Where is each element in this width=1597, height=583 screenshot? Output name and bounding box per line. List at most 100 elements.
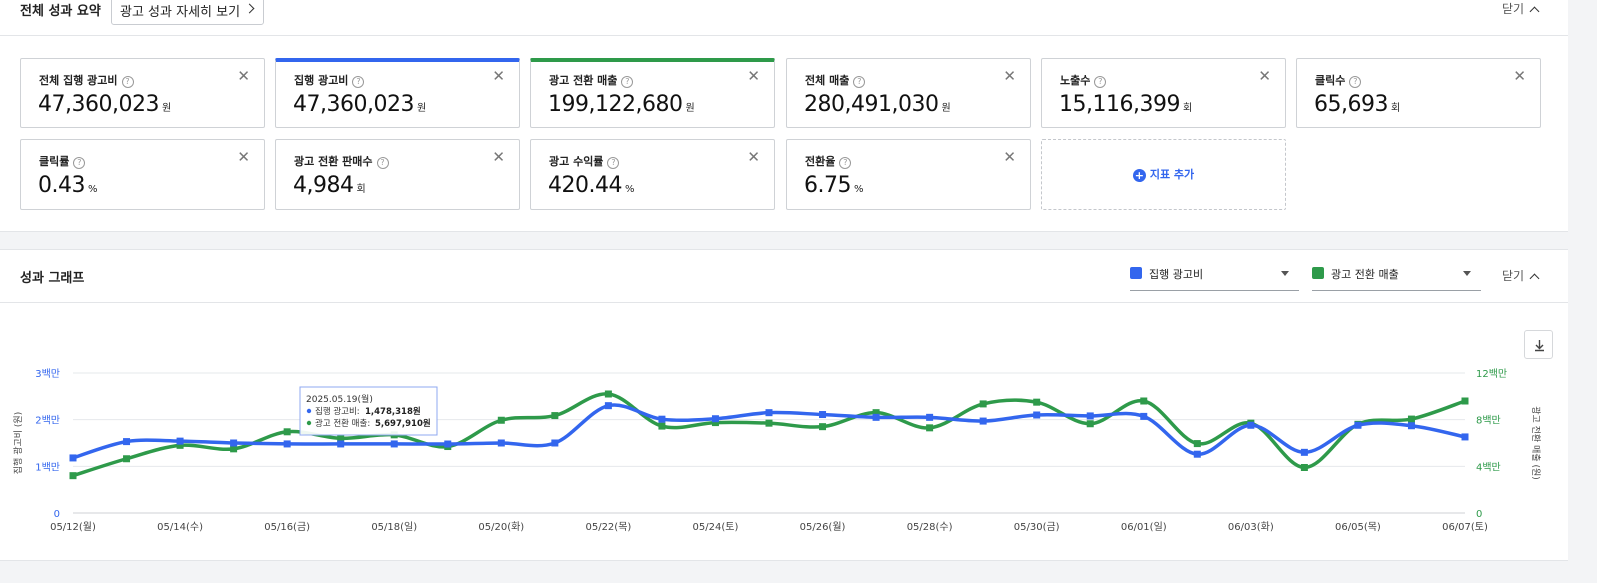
metric-card[interactable]: 클릭수? ✕ 65,693 회 <box>1296 58 1541 128</box>
y-right-tick-label: 8백만 <box>1476 415 1501 427</box>
data-point <box>872 413 880 421</box>
x-tick-label: 05/16(금) <box>264 521 310 533</box>
metric-value: 0.43% <box>38 173 98 198</box>
metric-card[interactable]: 집행 광고비? ✕ 47,360,023 원 <box>275 58 520 128</box>
metric-card[interactable]: 광고 수익률? ✕ 420.44% <box>530 139 775 210</box>
close-icon[interactable]: ✕ <box>747 148 760 166</box>
data-point <box>1300 464 1308 471</box>
metric-card[interactable]: 전체 매출? ✕ 280,491,030 원 <box>786 58 1031 128</box>
metric-unit: 원 <box>161 103 171 114</box>
help-icon[interactable]: ? <box>1349 76 1362 88</box>
metric-card[interactable]: 클릭률? ✕ 0.43% <box>20 139 265 210</box>
series-swatch-blue <box>1130 267 1142 279</box>
series-swatch-green <box>1312 267 1324 279</box>
download-icon <box>1535 340 1544 352</box>
data-point <box>444 440 452 448</box>
data-point <box>604 402 612 410</box>
metric-unit: 원 <box>685 103 695 114</box>
metric-card[interactable]: 전환율? ✕ 6.75% <box>786 139 1031 210</box>
close-icon[interactable]: ✕ <box>492 67 505 85</box>
help-icon[interactable]: ? <box>607 157 620 169</box>
metric-unit: % <box>87 184 98 195</box>
data-point <box>1407 415 1415 423</box>
metric-unit: 회 <box>1390 103 1400 114</box>
metric-card[interactable]: 광고 전환 매출? ✕ 199,122,680 원 <box>530 58 775 128</box>
add-metric-label: 지표 추가 <box>1149 168 1195 181</box>
graph-close-label: 닫기 <box>1502 269 1525 283</box>
data-point <box>658 422 666 430</box>
data-point <box>283 428 291 436</box>
data-point <box>337 440 345 448</box>
metric-label: 광고 전환 판매수? <box>294 153 389 169</box>
tooltip-line2-label: 광고 전환 매출: <box>315 418 370 429</box>
close-icon[interactable]: ✕ <box>237 148 250 166</box>
add-metric-button[interactable]: + 지표 추가 <box>1041 139 1286 210</box>
close-icon[interactable]: ✕ <box>1513 67 1526 85</box>
y-left-tick-label: 3백만 <box>35 368 60 380</box>
metric-label: 클릭률? <box>39 153 86 169</box>
data-point <box>1033 411 1041 419</box>
data-point <box>176 437 184 445</box>
metric-value: 4,984 회 <box>293 173 366 198</box>
close-icon[interactable]: ✕ <box>492 148 505 166</box>
data-point <box>283 440 291 448</box>
close-icon[interactable]: ✕ <box>1258 67 1271 85</box>
metric-value: 47,360,023 원 <box>293 92 426 117</box>
tooltip-line1-label: 집행 광고비: <box>315 406 360 417</box>
metric-select-2[interactable]: 광고 전환 매출 <box>1312 261 1481 291</box>
metric-card[interactable]: 전체 집행 광고비? ✕ 47,360,023 원 <box>20 58 265 128</box>
close-icon[interactable]: ✕ <box>1003 148 1016 166</box>
summary-close-button[interactable]: 닫기 <box>1502 0 1540 17</box>
data-point <box>926 424 934 432</box>
metric-label: 광고 수익률? <box>549 153 620 169</box>
help-icon[interactable]: ? <box>1094 76 1107 88</box>
summary-panel: 전체 성과 요약 광고 성과 자세히 보기 닫기 전체 집행 광고비? ✕ 47,3… <box>0 0 1568 232</box>
help-icon[interactable]: ? <box>121 76 134 88</box>
summary-close-label: 닫기 <box>1502 2 1525 16</box>
help-icon[interactable]: ? <box>839 157 852 169</box>
close-icon[interactable]: ✕ <box>1003 67 1016 85</box>
data-point <box>1086 412 1094 420</box>
help-icon[interactable]: ? <box>73 157 86 169</box>
data-point <box>1461 433 1469 441</box>
graph-close-button[interactable]: 닫기 <box>1502 267 1540 284</box>
download-button[interactable] <box>1524 330 1553 359</box>
y-right-tick-label: 4백만 <box>1476 461 1501 473</box>
x-tick-label: 05/24(토) <box>693 522 739 533</box>
data-point <box>765 409 773 417</box>
tooltip-dot-blue <box>306 408 312 414</box>
data-point <box>390 440 398 448</box>
data-point <box>658 415 666 423</box>
help-icon[interactable]: ? <box>621 76 634 88</box>
metric-value: 47,360,023 원 <box>38 92 171 117</box>
close-icon[interactable]: ✕ <box>237 67 250 85</box>
help-icon[interactable]: ? <box>352 76 365 88</box>
x-tick-label: 05/26(월) <box>800 521 846 533</box>
y-right-tick-label: 0 <box>1476 509 1482 520</box>
detail-view-button[interactable]: 광고 성과 자세히 보기 <box>111 0 264 25</box>
metric-card[interactable]: 노출수? ✕ 15,116,399 회 <box>1041 58 1286 128</box>
data-point <box>1354 421 1362 429</box>
data-point <box>1193 440 1201 448</box>
data-point <box>926 413 934 421</box>
dropdown-arrow-icon <box>1281 271 1289 276</box>
data-point <box>819 411 827 419</box>
data-point <box>123 438 131 446</box>
graph-title: 성과 그래프 <box>20 271 85 286</box>
metric-label: 전체 매출? <box>805 72 866 88</box>
data-point <box>1247 421 1255 429</box>
help-icon[interactable]: ? <box>853 76 866 88</box>
data-point <box>1407 422 1415 430</box>
x-tick-label: 05/22(목) <box>585 521 631 533</box>
metric-label: 전체 집행 광고비? <box>39 72 134 88</box>
x-tick-label: 06/01(일) <box>1121 521 1167 533</box>
close-icon[interactable]: ✕ <box>747 67 760 85</box>
data-point <box>551 412 559 420</box>
summary-title: 전체 성과 요약 <box>20 4 101 19</box>
help-icon[interactable]: ? <box>376 157 389 169</box>
metric-select-1[interactable]: 집행 광고비 <box>1130 261 1299 291</box>
x-tick-label: 05/14(수) <box>157 521 203 533</box>
metric-card[interactable]: 광고 전환 판매수? ✕ 4,984 회 <box>275 139 520 210</box>
data-point <box>819 423 827 431</box>
metric-unit: 원 <box>416 103 426 114</box>
